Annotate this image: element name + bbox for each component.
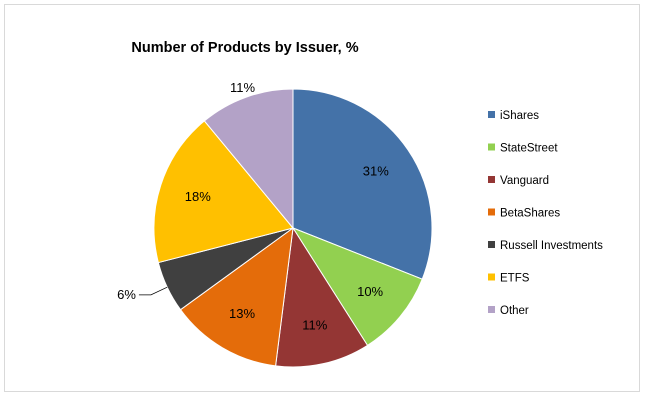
legend: iShares StateStreet Vanguard BetaShares Russ… bbox=[488, 110, 603, 317]
legend-swatch-betashares bbox=[488, 208, 495, 216]
chart-area: Number of Products by Issuer, % 31% 10% 11… bbox=[4, 4, 640, 392]
data-label-etfs: 18% bbox=[185, 189, 211, 204]
pie-slice-vanguard bbox=[275, 226, 369, 368]
legend-swatch-statestreet bbox=[488, 143, 495, 151]
legend-label-russell-investments: Russell Investments bbox=[500, 240, 603, 252]
legend-label-etfs: ETFS bbox=[500, 273, 530, 285]
data-label-vanguard: 11% bbox=[302, 318, 327, 333]
leader-lines bbox=[138, 286, 168, 296]
pie-slice-statestreet bbox=[291, 226, 423, 347]
pie-slice-betashares bbox=[179, 226, 294, 367]
pie-slices bbox=[153, 88, 433, 368]
pie-slice-other bbox=[203, 88, 294, 230]
data-label-betashares: 13% bbox=[229, 306, 255, 321]
pie-chart: Number of Products by Issuer, % 31% 10% 11… bbox=[117, 40, 603, 368]
legend-label-ishares: iShares bbox=[500, 110, 539, 122]
chart-title: Number of Products by Issuer, % bbox=[131, 40, 358, 56]
legend-label-betashares: BetaShares bbox=[500, 208, 560, 220]
data-label-ishares: 31% bbox=[363, 164, 389, 179]
legend-label-statestreet: StateStreet bbox=[500, 143, 558, 155]
legend-label-other: Other bbox=[500, 305, 529, 317]
legend-swatch-russell-investments bbox=[488, 241, 495, 248]
data-label-other: 11% bbox=[230, 80, 255, 95]
pie-slice-ishares bbox=[292, 88, 433, 280]
legend-swatch-other bbox=[488, 306, 495, 313]
leader-line-russell-investments bbox=[138, 286, 168, 296]
data-labels: 31% 10% 11% 13% 6% 18% 11% bbox=[117, 80, 389, 333]
legend-swatch-ishares bbox=[488, 111, 495, 118]
legend-swatch-etfs bbox=[488, 273, 495, 281]
pie-slice-etfs bbox=[153, 120, 294, 264]
legend-label-vanguard: Vanguard bbox=[500, 175, 549, 187]
data-label-russell-investments: 6% bbox=[117, 287, 136, 302]
legend-swatch-vanguard bbox=[488, 176, 495, 183]
data-label-statestreet: 10% bbox=[357, 284, 383, 299]
